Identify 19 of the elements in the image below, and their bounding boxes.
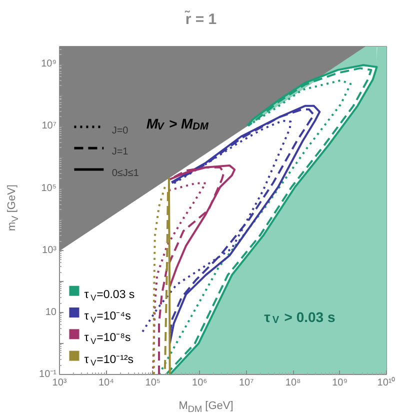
x-tick-label: 10⁸ [285,378,301,388]
x-tick-label: 10⁹ [332,378,348,388]
x-tick-label: 10⁴ [98,378,114,388]
x-tick-label: 10¹⁰ [377,376,396,388]
x-tick-label: 10⁷ [238,378,254,388]
y-tick-label: 10⁻¹ [39,369,58,380]
annotation: 0≤J≤1 [112,168,140,179]
x-tick-label: 10⁶ [192,378,208,388]
chart-title: r̃ = 1 [185,10,217,30]
y-tick-label: 10 [45,306,57,318]
x-tick-label: 10³ [52,378,68,388]
y-tick-label: 10⁵ [41,182,57,194]
annotation: J=1 [112,146,129,158]
y-tick-label: 10⁷ [42,120,57,132]
annotation: J=0 [112,125,129,136]
y-tick-label: 10⁹ [41,58,56,70]
y-tick-label: 10³ [42,244,58,256]
x-axis-title: M$_{DM}$ [GeV] [178,399,234,414]
x-tick-label: 10⁵ [145,378,161,388]
